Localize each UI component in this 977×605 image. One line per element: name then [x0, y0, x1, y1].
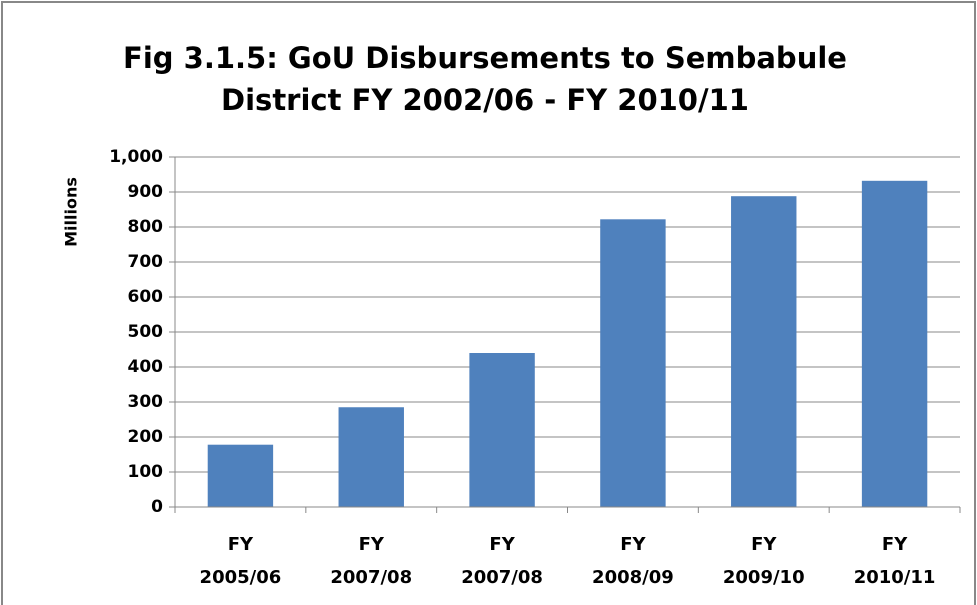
x-tick-label: FY	[751, 534, 777, 555]
y-tick-label: 900	[128, 182, 164, 202]
y-tick-label: 600	[128, 287, 164, 307]
x-tick-label: 2005/06	[200, 567, 282, 588]
y-axis-label: Millions	[62, 177, 81, 247]
y-tick-label: 100	[128, 462, 164, 482]
y-tick-label: 300	[128, 392, 164, 412]
bar	[731, 196, 797, 507]
bar	[600, 219, 666, 508]
x-tick-label: FY	[359, 534, 385, 555]
y-tick-label: 800	[128, 217, 164, 237]
y-tick-label: 200	[128, 427, 164, 447]
y-tick-label: 700	[128, 252, 164, 272]
x-tick-label: FY	[489, 534, 515, 555]
x-tick-label: 2008/09	[592, 567, 674, 588]
x-tick-label: 2010/11	[854, 567, 936, 588]
x-tick-label: FY	[882, 534, 908, 555]
x-tick-label: 2009/10	[723, 567, 805, 588]
bar	[469, 353, 535, 507]
x-tick-label: FY	[620, 534, 646, 555]
chart-title: Fig 3.1.5: GoU Disbursements to Sembabul…	[123, 41, 847, 75]
y-tick-label: 400	[128, 357, 164, 377]
x-tick-label: 2007/08	[330, 567, 412, 588]
bar	[861, 180, 928, 508]
bar	[338, 407, 404, 507]
y-tick-label: 500	[128, 322, 164, 342]
x-tick-label: 2007/08	[461, 567, 543, 588]
y-tick-label: 1,000	[109, 147, 163, 167]
x-tick-label: FY	[228, 534, 254, 555]
bar	[207, 444, 274, 507]
y-tick-label: 0	[151, 497, 163, 517]
chart-title: District FY 2002/06 - FY 2010/11	[221, 83, 749, 117]
